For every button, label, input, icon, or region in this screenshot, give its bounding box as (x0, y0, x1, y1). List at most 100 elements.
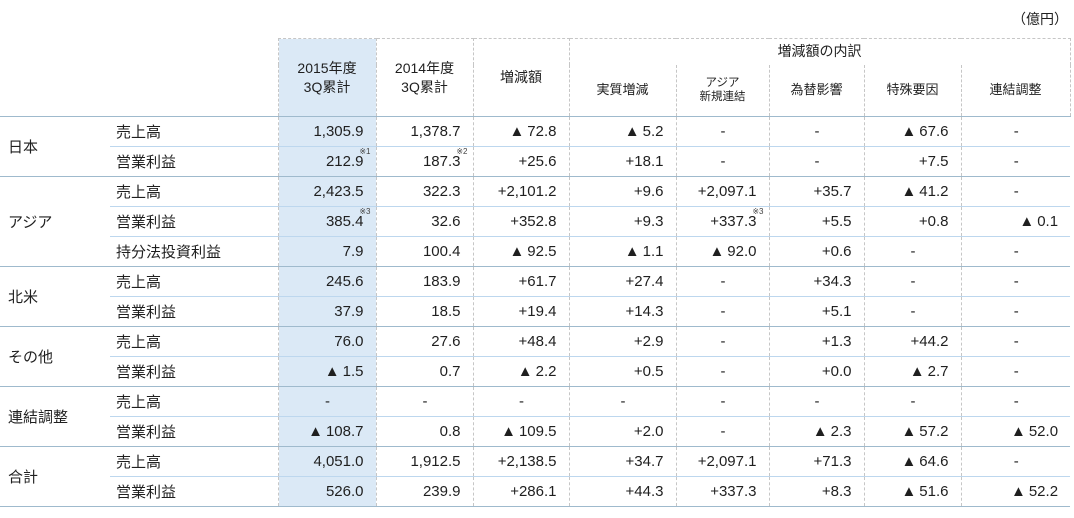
table-row: 営業利益 ▲ 108.7 0.8 ▲ 109.5 +2.0- ▲ 2.3 ▲ 57.2 ▲ 52.0 (0, 416, 1071, 447)
value-cell: ▲ 0.1 (960, 206, 1071, 237)
value-cell: ▲ 92.0 (675, 236, 769, 267)
value-cell: ▲ 2.7 (863, 356, 961, 387)
value-cell: - (960, 236, 1071, 267)
value-cell: - (863, 266, 961, 297)
value-cell: 4,051.0 (277, 446, 376, 477)
value-cell: +2.9 (568, 326, 676, 357)
table-row: アジア 売上高 2,423.5 322.3 +2,101.2 +9.6 +2,097.1 +3… (0, 176, 1071, 267)
col-header-consolidation: 連結調整 (960, 64, 1071, 117)
value-cell: +1.3 (768, 326, 864, 357)
footnote-marker: ※3 (752, 207, 764, 216)
negative-triangle-icon: ▲ (901, 483, 917, 500)
value-cell: 76.0 (277, 326, 376, 357)
negative-triangle-icon: ▲ (909, 363, 925, 380)
value-cell: - (960, 356, 1071, 387)
value-cell: - (675, 326, 769, 357)
value-cell: 239.9 (375, 476, 473, 507)
value-cell: ▲ 109.5 (472, 416, 569, 447)
footnote-marker: ※1 (359, 147, 371, 156)
metric-label: 売上高 (110, 266, 278, 297)
value-cell: +19.4 (472, 296, 569, 327)
value-cell: - (960, 446, 1071, 477)
value-cell: - (675, 266, 769, 297)
value-cell: - (960, 176, 1071, 207)
segment-results-table: 2015年度 3Q累計 2014年度 3Q累計 増減額 増減額の内訳 実質増減 … (0, 38, 1071, 507)
group-label: その他 (0, 326, 110, 387)
negative-triangle-icon: ▲ (517, 363, 533, 380)
col-header-special: 特殊要因 (863, 64, 962, 117)
value-cell: ▲ 108.7 (277, 416, 376, 447)
value-cell: 37.9 (277, 296, 376, 327)
value-cell: ▲ 2.3 (768, 416, 864, 447)
negative-triangle-icon: ▲ (624, 243, 640, 260)
negative-triangle-icon: ▲ (901, 123, 917, 140)
negative-triangle-icon: ▲ (1010, 483, 1026, 500)
col-header-breakdown: 増減額の内訳 (568, 38, 1071, 65)
value-cell: +7.5 (863, 146, 961, 177)
negative-triangle-icon: ▲ (324, 363, 340, 380)
group-label: 日本 (0, 116, 110, 177)
value-cell: 100.4 (375, 236, 473, 267)
value-cell: +9.6 (568, 176, 676, 207)
value-cell: ※3 385.4 (277, 206, 376, 237)
table-header: 2015年度 3Q累計 2014年度 3Q累計 増減額 増減額の内訳 実質増減 … (0, 38, 1071, 117)
table-row: 営業利益 37.9 18.5 +19.4 +14.3- +5.1- - (0, 296, 1071, 327)
value-cell: +18.1 (568, 146, 676, 177)
negative-triangle-icon: ▲ (308, 423, 323, 440)
value-cell: - (675, 146, 769, 177)
value-cell: +9.3 (568, 206, 676, 237)
value-cell: +8.3 (768, 476, 864, 507)
value-cell: - (675, 116, 769, 147)
col-header-2014-line2: 3Q累計 (401, 78, 448, 95)
value-cell: - (960, 266, 1071, 297)
negative-triangle-icon: ▲ (709, 243, 725, 260)
metric-label: 売上高 (110, 446, 278, 477)
value-cell: ▲ 52.0 (960, 416, 1071, 447)
negative-triangle-icon: ▲ (1019, 213, 1035, 230)
header-corner (0, 38, 278, 117)
negative-triangle-icon: ▲ (509, 243, 525, 260)
value-cell: - (960, 146, 1071, 177)
table-row: 合計 売上高 4,051.0 1,912.5 +2,138.5 +34.7 +2,097.1… (0, 446, 1071, 507)
header-row-sub: 実質増減 アジア 新規連結 為替影響 特殊要因 連結調整 (0, 64, 1071, 117)
value-cell: +2.0 (568, 416, 676, 447)
negative-triangle-icon: ▲ (901, 423, 917, 440)
value-cell: +286.1 (472, 476, 569, 507)
value-cell: - (472, 386, 569, 417)
table-row: 持分法投資利益 7.9 100.4 ▲ 92.5 ▲ 1.1 ▲ 92.0 +0.6- - (0, 236, 1071, 267)
value-cell: +0.6 (768, 236, 864, 267)
unit-label: （億円） (1012, 11, 1068, 27)
value-cell: +5.5 (768, 206, 864, 237)
col-header-2014: 2014年度 3Q累計 (375, 38, 474, 117)
value-cell: 2,423.5 (277, 176, 376, 207)
negative-triangle-icon: ▲ (901, 183, 917, 200)
value-cell: 245.6 (277, 266, 376, 297)
metric-label: 営業利益 (110, 296, 278, 327)
value-cell: - (568, 386, 676, 417)
value-cell: 1,378.7 (375, 116, 473, 147)
value-cell: ※2 187.3 (375, 146, 473, 177)
value-cell: - (675, 356, 769, 387)
value-cell: ※1 212.9 (277, 146, 376, 177)
col-header-2015-line1: 2015年度 (297, 59, 357, 76)
col-header-2015-line2: 3Q累計 (303, 78, 351, 95)
value-cell: - (375, 386, 473, 417)
value-cell: 0.7 (375, 356, 473, 387)
value-cell: +48.4 (472, 326, 569, 357)
value-cell: - (960, 386, 1071, 417)
metric-label: 売上高 (110, 116, 278, 147)
col-header-fx: 為替影響 (768, 64, 865, 117)
table-row: 日本 売上高 1,305.9 1,378.7 ▲ 72.8 ▲ 5.2- - ▲ 67.6- (0, 116, 1071, 177)
value-cell: - (863, 236, 961, 267)
value-cell: - (768, 146, 864, 177)
value-cell: +2,138.5 (472, 446, 569, 477)
value-cell: +5.1 (768, 296, 864, 327)
metric-label: 営業利益 (110, 356, 278, 387)
metric-label: 売上高 (110, 386, 278, 417)
negative-triangle-icon: ▲ (509, 123, 525, 140)
value-cell: +34.3 (768, 266, 864, 297)
value-cell: 322.3 (375, 176, 473, 207)
col-header-change: 増減額 (472, 38, 570, 117)
metric-label: 売上高 (110, 326, 278, 357)
value-cell: - (863, 386, 961, 417)
